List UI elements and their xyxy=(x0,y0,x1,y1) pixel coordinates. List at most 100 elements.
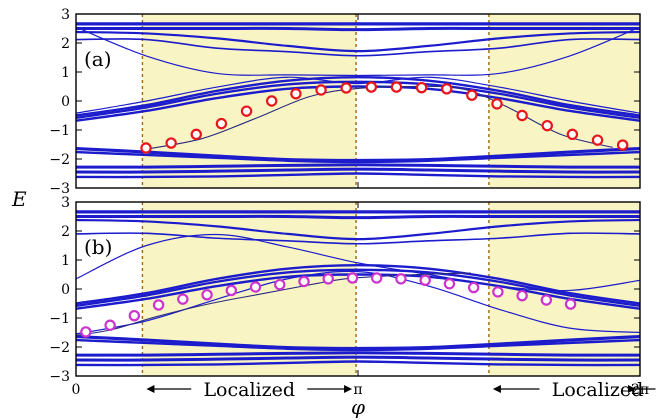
data-point xyxy=(201,289,213,301)
data-point xyxy=(315,84,327,96)
arrow-head-right-icon xyxy=(344,385,353,393)
data-point xyxy=(165,137,177,149)
x-tick-label: π xyxy=(353,382,362,398)
energy-band xyxy=(76,80,640,120)
arrow-head-left-icon xyxy=(492,385,501,393)
energy-band xyxy=(76,232,640,245)
y-tick-label: 0 xyxy=(61,282,70,298)
energy-band xyxy=(76,214,640,220)
x-axis-label: φ xyxy=(351,395,365,419)
data-point xyxy=(322,273,334,285)
shared-axes: 0 π 2π Eφ Localized Localized xyxy=(11,187,656,419)
energy-band xyxy=(76,163,640,169)
localized-label: Localized xyxy=(552,379,644,401)
y-tick-label: −3 xyxy=(49,369,70,385)
y-tick-label: 2 xyxy=(61,36,70,52)
data-point xyxy=(340,82,352,94)
data-point xyxy=(346,272,359,284)
data-point xyxy=(128,309,141,322)
data-point xyxy=(190,128,202,141)
data-point xyxy=(419,274,431,286)
y-tick-label: 1 xyxy=(61,65,70,81)
state-curve xyxy=(76,272,471,336)
data-point xyxy=(140,142,152,154)
energy-band xyxy=(76,26,640,77)
y-tick-label: 0 xyxy=(61,94,70,110)
data-point xyxy=(152,299,165,311)
data-point xyxy=(466,89,478,101)
panel-label: (b) xyxy=(84,235,112,259)
data-point xyxy=(104,319,116,331)
panel-b: 3 2 1 0 −1 −2 −3 (b) xyxy=(49,195,641,385)
data-point xyxy=(616,139,629,151)
data-point xyxy=(290,88,302,100)
data-point xyxy=(215,117,228,130)
plot-area xyxy=(76,210,640,367)
x-tick-label: 2π xyxy=(631,382,649,398)
data-point xyxy=(249,281,262,293)
data-point xyxy=(566,128,579,141)
energy-band xyxy=(76,268,640,308)
data-point xyxy=(240,105,253,117)
data-point xyxy=(643,141,652,150)
data-point xyxy=(274,278,286,291)
energy-band xyxy=(76,85,640,122)
arrow-head-left-icon xyxy=(146,385,155,393)
energy-band xyxy=(76,355,640,362)
y-tick-label: −2 xyxy=(49,340,70,356)
energy-band xyxy=(76,338,640,352)
data-point xyxy=(80,326,92,338)
energy-band xyxy=(76,334,640,351)
data-point xyxy=(564,298,577,310)
energy-band xyxy=(76,270,640,335)
y-tick-label: 3 xyxy=(61,195,70,211)
data-point xyxy=(467,281,480,294)
data-point xyxy=(591,134,604,146)
data-point xyxy=(443,278,456,290)
state-curve xyxy=(147,85,613,150)
energy-band xyxy=(76,172,640,179)
data-point xyxy=(491,98,503,110)
data-point xyxy=(177,293,189,305)
y-tick-label: 3 xyxy=(61,7,70,23)
energy-band xyxy=(76,264,640,305)
data-point xyxy=(225,284,237,297)
energy-band xyxy=(76,38,640,57)
data-point xyxy=(365,81,378,93)
energy-band xyxy=(76,26,640,32)
energy-band xyxy=(76,167,640,174)
energy-band xyxy=(76,146,640,163)
energy-band xyxy=(76,30,640,53)
energy-band xyxy=(76,351,640,357)
panel-label: (a) xyxy=(84,47,112,71)
data-point xyxy=(541,119,553,132)
data-point xyxy=(265,95,278,107)
plot-area xyxy=(76,22,652,179)
panel-a: 3 2 1 0 −1 −2 −3 (a) xyxy=(49,7,652,197)
energy-band xyxy=(76,150,640,164)
y-tick-label: −2 xyxy=(49,152,70,168)
y-tick-label: 1 xyxy=(61,253,70,269)
data-point xyxy=(371,272,383,284)
data-point xyxy=(298,275,310,288)
y-tick-label: −3 xyxy=(49,181,70,197)
data-point xyxy=(516,289,528,302)
energy-band xyxy=(76,218,640,241)
localized-label: Localized xyxy=(203,379,295,401)
energy-band xyxy=(76,76,640,117)
y-axis-label: E xyxy=(11,187,27,211)
y-tick-label: −1 xyxy=(49,123,70,139)
localized-annotation: Localized xyxy=(492,379,656,401)
data-point xyxy=(540,294,553,306)
data-point xyxy=(516,109,528,122)
data-point xyxy=(390,81,403,93)
data-point xyxy=(415,81,428,94)
data-point xyxy=(395,273,407,285)
localized-annotation: Localized xyxy=(146,379,353,401)
arrow-head-right-icon xyxy=(628,385,636,393)
y-tick-label: −1 xyxy=(49,311,70,327)
data-point xyxy=(492,286,504,298)
data-point xyxy=(441,83,453,95)
energy-band xyxy=(76,76,640,114)
